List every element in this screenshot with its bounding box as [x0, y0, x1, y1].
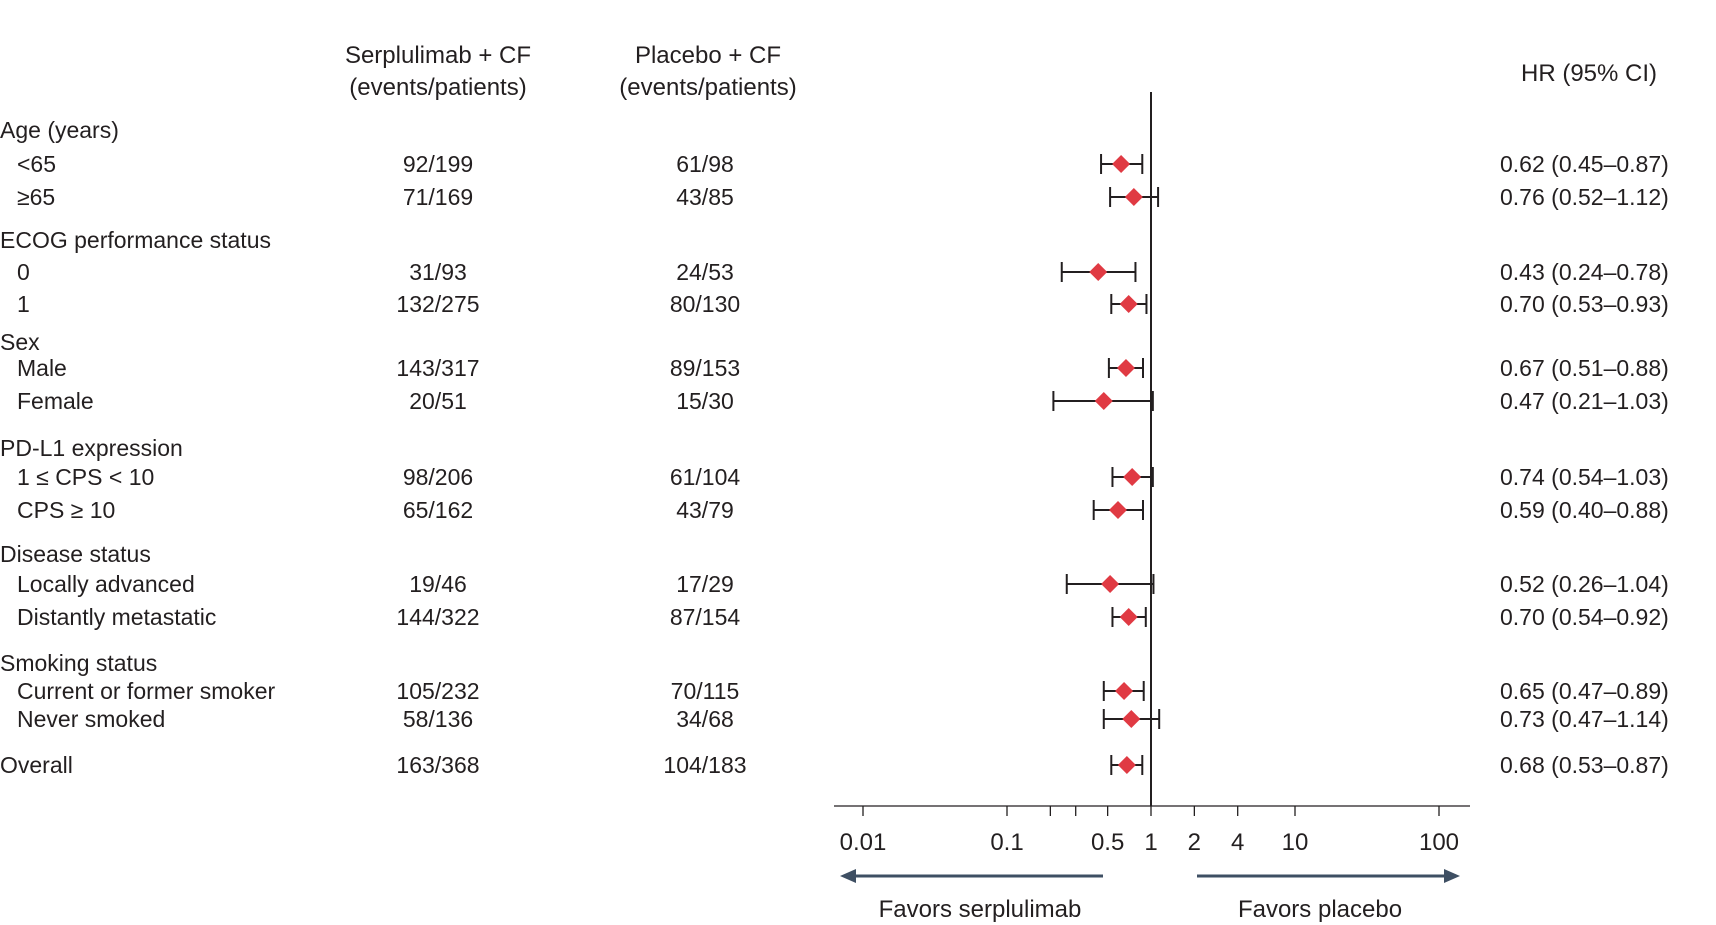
hr-marker [1109, 501, 1128, 519]
hr-marker [1115, 682, 1134, 700]
x-tick-label: 10 [1282, 829, 1309, 856]
arm1-count: 105/232 [396, 678, 480, 704]
subgroup-label: ≥65 [17, 184, 56, 210]
hr-ci-value: 0.67 (0.51–0.88) [1500, 355, 1669, 381]
subgroup-label: <65 [17, 151, 57, 177]
subgroup-label: 0 [17, 259, 30, 285]
hr-ci-value: 0.65 (0.47–0.89) [1500, 678, 1669, 704]
subgroup-label: Current or former smoker [17, 678, 276, 704]
arm1-header: Serplulimab + CF (events/patients) [318, 40, 558, 104]
x-tick-label: 0.01 [840, 829, 887, 856]
hr-marker [1122, 710, 1141, 728]
arm2-header-line2: (events/patients) [619, 74, 797, 101]
arm1-header-line2: (events/patients) [349, 74, 527, 101]
group-heading: Age (years) [0, 117, 119, 143]
arm2-count: 61/98 [676, 151, 734, 177]
subgroup-label: 1 ≤ CPS < 10 [17, 464, 155, 490]
subgroup-label: CPS ≥ 10 [17, 497, 116, 523]
x-tick-label: 100 [1419, 829, 1459, 856]
hr-marker [1123, 468, 1142, 486]
arm2-header: Placebo + CF (events/patients) [588, 40, 828, 104]
arm2-header-line1: Placebo + CF [634, 42, 782, 69]
favors-right-label: Favors placebo [1238, 896, 1402, 923]
arm1-count: 92/199 [402, 151, 474, 177]
hr-ci-value: 0.73 (0.47–1.14) [1500, 706, 1669, 732]
hr-marker [1101, 575, 1120, 593]
arm2-count: 89/153 [669, 355, 741, 381]
group-heading: Disease status [0, 541, 151, 567]
subgroup-label: Locally advanced [17, 571, 195, 597]
arm2-count: 70/115 [670, 678, 740, 704]
hr-marker [1089, 263, 1108, 281]
arm2-count: 43/79 [676, 497, 734, 523]
hr-ci-value: 0.70 (0.53–0.93) [1500, 291, 1669, 317]
arm1-count: 98/206 [402, 464, 474, 490]
x-tick-label: 4 [1231, 829, 1244, 856]
x-tick-label: 0.1 [990, 829, 1023, 856]
x-tick-label: 2 [1188, 829, 1201, 856]
arm1-count: 58/136 [402, 706, 474, 732]
overall-label: Overall [0, 752, 73, 778]
hr-marker [1117, 756, 1136, 774]
hr-marker [1119, 295, 1138, 313]
hr-marker [1094, 392, 1113, 410]
hr-ci-value: 0.59 (0.40–0.88) [1500, 497, 1669, 523]
group-heading: ECOG performance status [0, 227, 271, 253]
arm1-count: 132/275 [396, 291, 480, 317]
hr-ci-value: 0.43 (0.24–0.78) [1500, 259, 1669, 285]
arrow-left-head [840, 869, 856, 883]
arm1-count: 71/169 [402, 184, 474, 210]
arm1-count: 20/51 [409, 388, 467, 414]
arm1-count: 143/317 [396, 355, 480, 381]
arm1-count: 31/93 [409, 259, 467, 285]
x-tick-label: 1 [1144, 829, 1157, 856]
hr-marker [1124, 188, 1143, 206]
arm2-count: 34/68 [676, 706, 734, 732]
arm2-count: 17/29 [676, 571, 734, 597]
arm2-count: 24/53 [676, 259, 734, 285]
arrow-right-head [1444, 869, 1460, 883]
hr-header: HR (95% CI) [1521, 60, 1658, 87]
hr-ci-value: 0.74 (0.54–1.03) [1500, 464, 1669, 490]
x-tick-label: 0.5 [1091, 829, 1124, 856]
subgroup-label: Never smoked [17, 706, 166, 732]
group-heading: PD-L1 expression [0, 435, 183, 461]
arm1-header-line1: Serplulimab + CF [344, 42, 532, 69]
hr-ci-value: 0.70 (0.54–0.92) [1500, 604, 1669, 630]
arm2-count: 43/85 [676, 184, 734, 210]
arm2-count: 15/30 [676, 388, 734, 414]
hr-ci-value: 0.52 (0.26–1.04) [1500, 571, 1669, 597]
hr-marker [1112, 155, 1131, 173]
arm1-count: 144/322 [396, 604, 480, 630]
arm2-count: 80/130 [669, 291, 741, 317]
hr-ci-value: 0.62 (0.45–0.87) [1500, 151, 1669, 177]
arm2-count: 104/183 [663, 752, 747, 778]
hr-marker [1116, 359, 1135, 377]
hr-ci-value: 0.76 (0.52–1.12) [1500, 184, 1669, 210]
hr-ci-value: 0.47 (0.21–1.03) [1500, 388, 1669, 414]
arm1-count: 163/368 [396, 752, 480, 778]
arm2-count: 87/154 [669, 604, 741, 630]
subgroup-label: Female [17, 388, 94, 414]
arm1-count: 19/46 [409, 571, 467, 597]
subgroup-label: 1 [17, 291, 30, 317]
subgroup-label: Male [17, 355, 67, 381]
hr-marker [1119, 608, 1138, 626]
group-heading: Sex [0, 329, 40, 355]
subgroup-label: Distantly metastatic [17, 604, 217, 630]
hr-ci-value: 0.68 (0.53–0.87) [1500, 752, 1669, 778]
group-heading: Smoking status [0, 650, 158, 676]
arm1-count: 65/162 [402, 497, 474, 523]
arm2-count: 61/104 [669, 464, 741, 490]
favors-left-label: Favors serplulimab [879, 896, 1082, 923]
